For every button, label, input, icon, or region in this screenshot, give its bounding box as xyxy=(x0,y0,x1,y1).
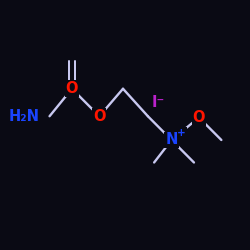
Text: O: O xyxy=(66,81,78,96)
Text: O: O xyxy=(93,109,106,124)
Text: I⁻: I⁻ xyxy=(151,95,164,110)
Text: H₂N: H₂N xyxy=(8,109,40,124)
Text: N: N xyxy=(165,132,178,148)
Text: +: + xyxy=(177,128,186,138)
Text: O: O xyxy=(193,110,205,125)
